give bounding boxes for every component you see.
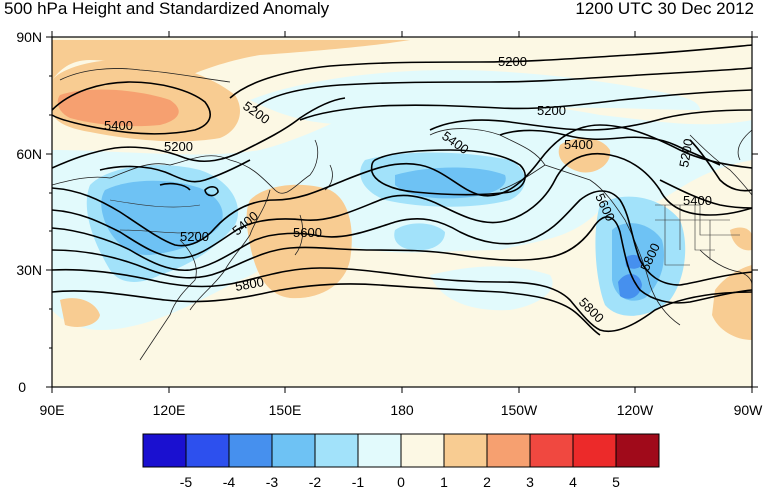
lon-label-90e: 90E (40, 402, 65, 418)
contour-label: 5400 (683, 193, 712, 208)
colorbar-label: -1 (352, 474, 365, 488)
colorbar-swatch (314, 433, 359, 468)
positive-anomaly-east-us (730, 227, 752, 251)
colorbar-label: -5 (180, 474, 193, 488)
lon-label-150w: 150W (501, 402, 538, 418)
contour-label: 5200 (537, 103, 566, 118)
political-borders (109, 199, 740, 266)
negative-anomaly-pacific (430, 266, 553, 311)
contour-label: 5400 (564, 137, 593, 152)
anomaly-shading (52, 37, 752, 387)
contour-label: 5200 (164, 139, 193, 154)
negative-anomaly-bering-core (395, 167, 506, 199)
contour-label: 5200 (180, 229, 209, 244)
lon-label-120w: 120W (617, 402, 654, 418)
positive-anomaly-india (60, 298, 100, 327)
colorbar-swatch (271, 433, 316, 468)
colorbar-label: 3 (526, 474, 534, 488)
contour-label: 5200 (498, 54, 527, 69)
colorbar-swatch (228, 433, 273, 468)
lat-label-90n: 90N (16, 29, 42, 45)
colorbar-swatch (185, 433, 230, 468)
colorbar-swatch (357, 433, 402, 468)
lat-ticks (46, 36, 758, 388)
contour-label: 5200 (676, 137, 696, 168)
lon-ticks (51, 31, 753, 393)
colorbar-swatch (529, 433, 574, 468)
colorbar-swatch (615, 433, 660, 468)
lat-label-0: 0 (18, 379, 26, 395)
lon-label-150e: 150E (269, 402, 302, 418)
colorbar-swatch (400, 433, 445, 468)
coastlines (52, 68, 752, 361)
lon-label-90w: 90W (734, 402, 764, 418)
colorbar-label: -3 (266, 474, 279, 488)
colorbar-label: 1 (440, 474, 448, 488)
positive-anomaly-arctic (52, 40, 410, 80)
contour-label: 5600 (293, 225, 322, 240)
colorbar-label: 5 (612, 474, 620, 488)
colorbar-swatch (572, 433, 617, 468)
positive-anomaly-siberia-core (57, 89, 179, 127)
lat-label-60n: 60N (16, 146, 42, 162)
colorbar-label: 0 (397, 474, 405, 488)
height-contours (52, 44, 752, 336)
negative-anomaly-midpac (394, 223, 445, 251)
lat-label-30n: 30N (16, 262, 42, 278)
colorbar-swatch (443, 433, 488, 468)
colorbar-swatch (142, 433, 187, 468)
positive-anomaly-gulf (712, 265, 752, 340)
negative-anomaly-asia-core (101, 180, 223, 256)
negative-anomaly-westus-core (618, 274, 642, 299)
colorbar: -5 -4 -3 -2 -1 0 1 2 3 4 5 (142, 433, 660, 488)
colorbar-label: 4 (569, 474, 577, 488)
contour-label: 5400 (104, 118, 133, 133)
chart-title: 500 hPa Height and Standardized Anomaly (4, 0, 330, 18)
valid-time: 1200 UTC 30 Dec 2012 (575, 0, 754, 18)
colorbar-swatch (486, 433, 531, 468)
positive-anomaly-japan (246, 184, 352, 299)
contour-label: 5800 (234, 274, 265, 294)
lon-label-180: 180 (390, 402, 414, 418)
colorbar-label: -4 (223, 474, 236, 488)
lon-label-120e: 120E (153, 402, 186, 418)
colorbar-label: 2 (483, 474, 491, 488)
colorbar-label: -2 (309, 474, 322, 488)
